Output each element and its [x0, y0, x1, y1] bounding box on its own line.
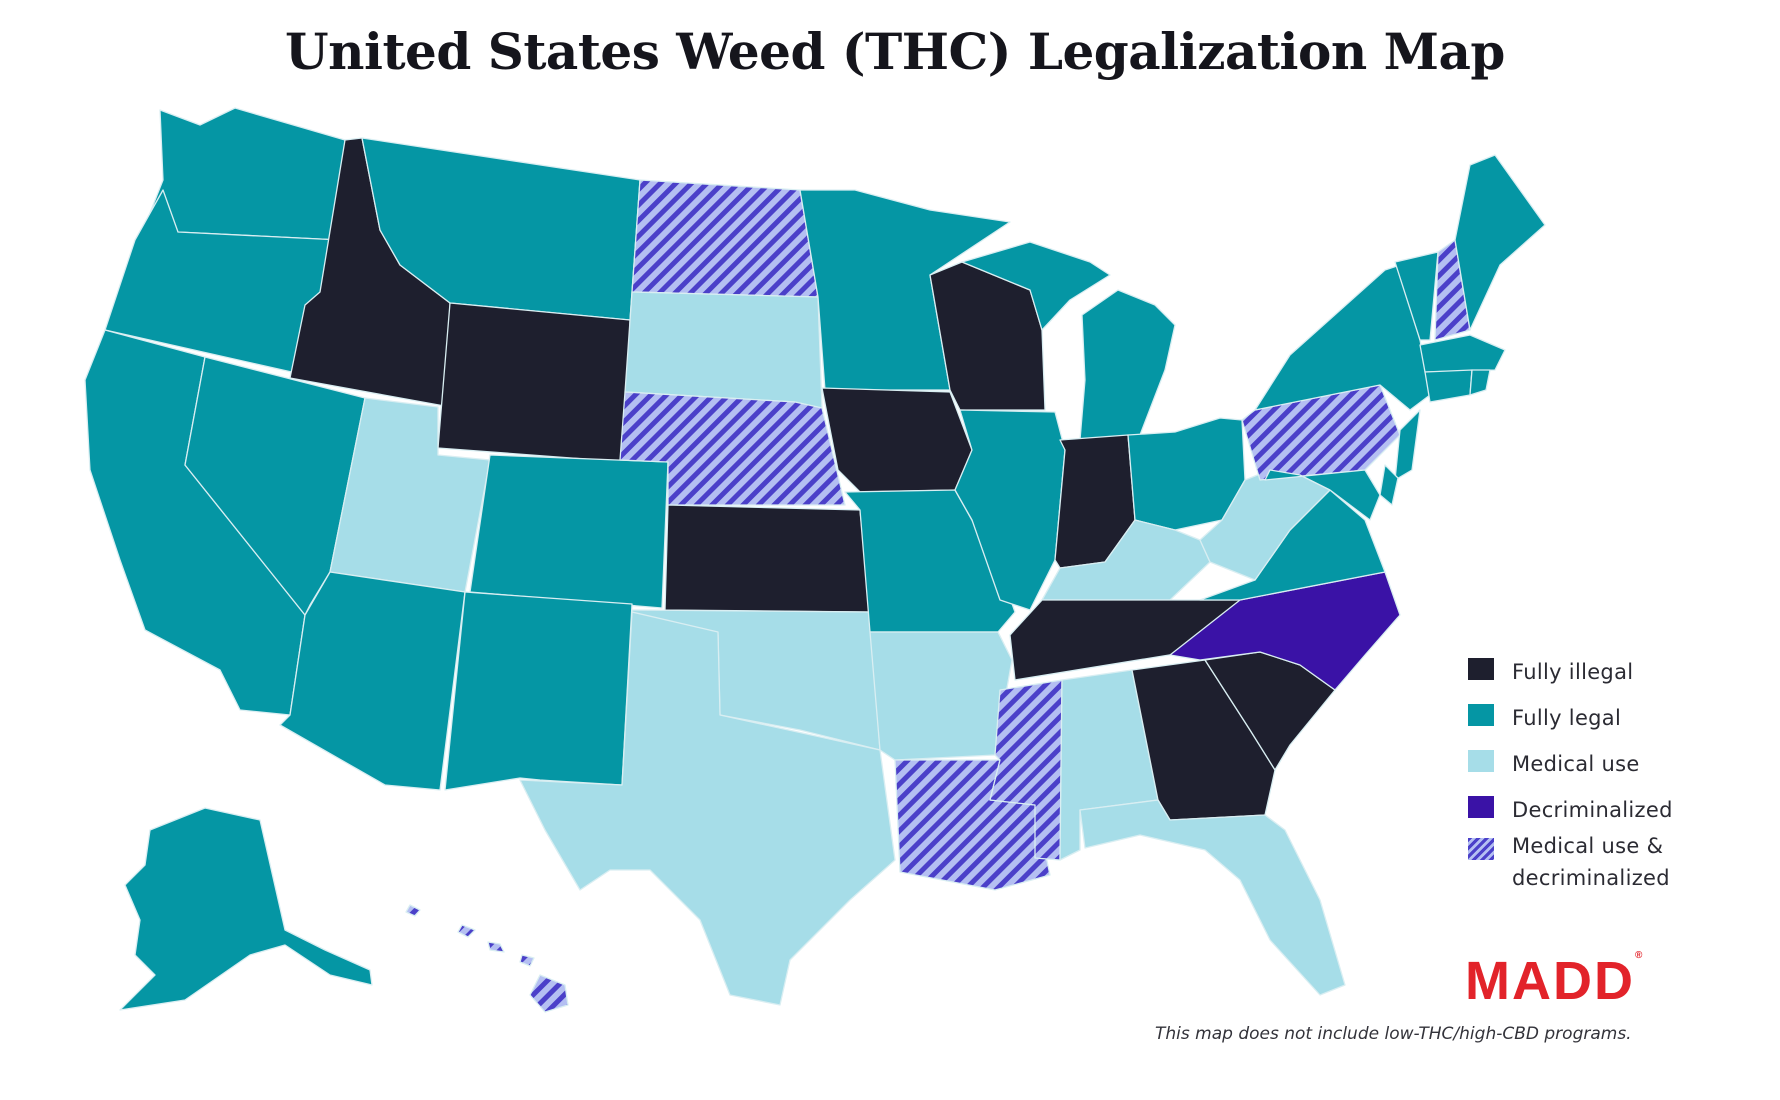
state-washington[interactable] [147, 107, 346, 241]
state-north-dakota[interactable] [631, 179, 819, 298]
madd-logo: MADD® [1465, 950, 1645, 1011]
state-maryland[interactable] [1264, 469, 1381, 521]
state-michigan[interactable] [1079, 289, 1176, 441]
footnote: This map does not include low-THC/high-C… [1155, 1024, 1632, 1044]
state-nebraska[interactable] [619, 391, 846, 506]
legend-item-fully-illegal: Fully illegal [1468, 652, 1728, 698]
legend-label: Fully illegal [1512, 660, 1634, 684]
state-rhode-island[interactable] [1469, 369, 1491, 396]
state-texas[interactable] [519, 611, 896, 1006]
state-arkansas[interactable] [869, 631, 1013, 761]
legend-item-decriminalized: Decriminalized [1468, 790, 1728, 836]
map-legend: Fully illegal Fully legal Medical use De… [1468, 652, 1728, 890]
state-michigan-upper[interactable] [961, 241, 1111, 331]
state-hawaii[interactable] [405, 904, 569, 1013]
state-connecticut[interactable] [1424, 369, 1473, 403]
legend-swatch-medical-use [1468, 750, 1494, 772]
state-vermont[interactable] [1394, 251, 1439, 341]
legend-label: Decriminalized [1512, 798, 1673, 822]
state-illinois[interactable] [954, 409, 1066, 611]
legend-item-medical-decriminalized: Medical use & decriminalized [1468, 834, 1728, 890]
legend-item-medical-use: Medical use [1468, 744, 1728, 790]
state-delaware[interactable] [1379, 464, 1399, 506]
state-maine[interactable] [1454, 154, 1546, 331]
state-kentucky[interactable] [1041, 519, 1211, 601]
state-wyoming[interactable] [437, 302, 631, 463]
legend-label: Medical use & decriminalized [1512, 834, 1670, 890]
map-title: United States Weed (THC) Legalization Ma… [285, 22, 1505, 81]
legend-item-fully-legal: Fully legal [1468, 698, 1728, 744]
state-south-dakota[interactable] [624, 291, 823, 409]
legend-swatch-decriminalized [1468, 796, 1494, 818]
legend-swatch-medical-decriminalized [1468, 838, 1494, 860]
state-colorado[interactable] [469, 454, 669, 609]
state-alaska[interactable] [119, 807, 373, 1011]
state-arizona[interactable] [279, 571, 466, 791]
state-new-mexico[interactable] [444, 591, 633, 791]
state-iowa[interactable] [821, 387, 973, 493]
legend-label: Fully legal [1512, 706, 1622, 730]
legend-swatch-fully-legal [1468, 704, 1494, 726]
state-massachusetts[interactable] [1419, 334, 1506, 373]
legend-swatch-fully-illegal [1468, 658, 1494, 680]
state-kansas[interactable] [664, 504, 871, 613]
legend-label: Medical use [1512, 752, 1640, 776]
state-new-jersey[interactable] [1394, 409, 1421, 481]
state-florida[interactable] [1079, 799, 1346, 996]
